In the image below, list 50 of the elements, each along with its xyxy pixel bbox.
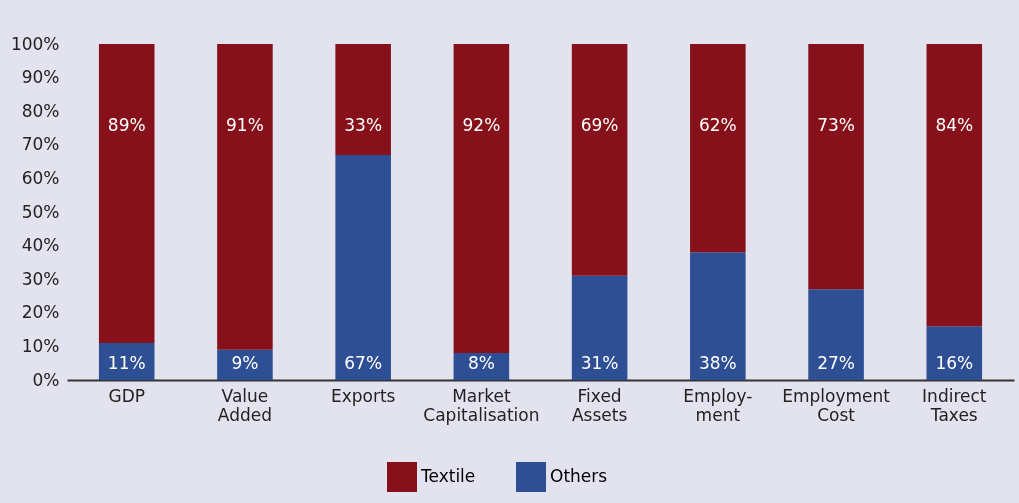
data-label: 27% <box>817 353 855 373</box>
bar <box>571 44 628 276</box>
data-label: 38% <box>698 353 737 373</box>
bar <box>926 326 983 380</box>
data-label: 62% <box>698 115 737 135</box>
y-tick-label: 80% <box>21 100 60 121</box>
y-tick-label: 90% <box>21 67 60 88</box>
data-label: 84% <box>935 115 974 135</box>
data-label: 31% <box>580 353 619 373</box>
bar <box>571 275 628 380</box>
bar <box>98 44 155 344</box>
x-tick-label: Market Capitalisation <box>423 385 540 425</box>
bar <box>690 44 746 253</box>
x-tick-label: Value Added <box>217 385 273 425</box>
data-label: 9% <box>231 353 259 373</box>
bar <box>808 44 864 290</box>
bar <box>808 289 864 380</box>
bar <box>690 252 746 380</box>
y-tick-label: 0% <box>32 369 60 390</box>
data-label: 11% <box>107 353 146 373</box>
x-tick-label: Employ- ment <box>683 385 753 425</box>
x-tick-label: Fixed Assets <box>571 385 628 425</box>
data-label: 8% <box>467 353 495 373</box>
bar <box>335 44 391 155</box>
y-tick-label: 50% <box>21 201 60 222</box>
data-label: 91% <box>226 115 264 135</box>
x-tick-label: Employment Cost <box>782 385 891 425</box>
y-tick-label: 10% <box>21 335 60 356</box>
x-tick-label: Indirect Taxes <box>922 385 987 425</box>
legend-label: Textile <box>420 466 476 486</box>
data-label: 69% <box>580 115 619 135</box>
bar <box>335 154 391 380</box>
y-tick-label: 20% <box>21 302 60 323</box>
y-tick-label: 30% <box>21 268 60 289</box>
data-label: 92% <box>462 115 501 135</box>
y-tick-label: 100% <box>10 33 60 54</box>
bar <box>217 44 273 350</box>
x-tick-label: Exports <box>330 385 396 406</box>
y-tick-label: 70% <box>21 134 60 155</box>
data-label: 33% <box>344 115 383 135</box>
data-label: 67% <box>344 353 383 373</box>
data-label: 16% <box>935 353 974 373</box>
bar <box>926 44 983 327</box>
legend-label: Others <box>550 466 608 486</box>
data-label: 89% <box>107 115 146 135</box>
bar <box>453 44 510 354</box>
y-tick-label: 60% <box>21 167 60 188</box>
data-label: 73% <box>817 115 855 135</box>
y-tick-label: 40% <box>21 235 60 256</box>
x-tick-label: GDP <box>108 385 145 406</box>
